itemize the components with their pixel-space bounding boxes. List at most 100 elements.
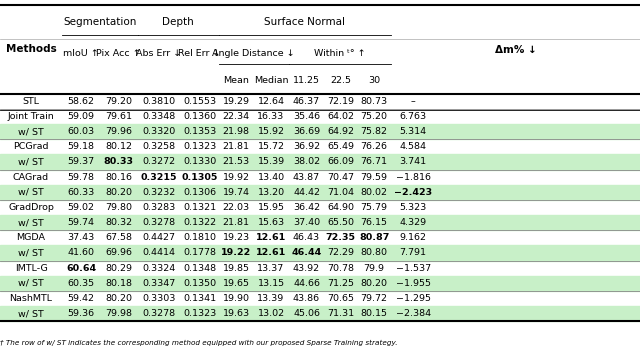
Text: 79.98: 79.98 [105,309,132,318]
Text: 11.25: 11.25 [293,76,320,85]
Text: 59.09: 59.09 [67,112,95,121]
Text: 0.3348: 0.3348 [143,112,175,121]
Text: Methods: Methods [6,45,56,54]
Text: 0.3283: 0.3283 [143,203,175,212]
Text: 72.29: 72.29 [327,249,355,257]
Text: 70.65: 70.65 [327,294,355,303]
Text: IMTL-G: IMTL-G [15,264,47,273]
Text: 80.16: 80.16 [105,173,132,181]
Text: 35.46: 35.46 [293,112,320,121]
Text: 16.33: 16.33 [257,112,285,121]
Bar [0,215,640,230]
Text: 65.49: 65.49 [327,142,355,151]
Text: 0.1350: 0.1350 [183,279,216,288]
Text: 76.15: 76.15 [360,218,388,227]
Text: 15.72: 15.72 [257,142,285,151]
Text: 46.37: 46.37 [293,97,320,106]
Text: 65.50: 65.50 [327,218,355,227]
Text: 37.40: 37.40 [293,218,320,227]
Text: 72.35: 72.35 [326,233,356,242]
Text: 0.1553: 0.1553 [183,97,216,106]
Text: w/ ST: w/ ST [18,127,44,136]
Text: 12.61: 12.61 [256,249,286,257]
Text: 58.62: 58.62 [67,97,95,106]
Text: 22.34: 22.34 [223,112,250,121]
Text: 67.58: 67.58 [105,233,132,242]
Text: 0.1330: 0.1330 [183,158,216,166]
Text: Rel Err ↓: Rel Err ↓ [179,48,221,58]
Text: 0.3303: 0.3303 [142,294,176,303]
Text: w/ ST: w/ ST [18,188,44,197]
Text: 59.78: 59.78 [67,173,95,181]
Text: 21.81: 21.81 [223,218,250,227]
Text: 60.64: 60.64 [66,264,96,273]
Text: w/ ST: w/ ST [18,309,44,318]
Text: –: – [411,97,415,106]
Text: 80.15: 80.15 [360,309,388,318]
Text: 64.92: 64.92 [327,127,355,136]
Text: 41.60: 41.60 [67,249,95,257]
Text: 43.87: 43.87 [293,173,320,181]
Text: 22.5: 22.5 [330,76,351,85]
Text: 9.162: 9.162 [399,233,427,242]
Bar [0,185,640,200]
Text: 12.64: 12.64 [257,97,285,106]
Text: 19.65: 19.65 [223,279,250,288]
Bar [0,154,640,170]
Text: 21.81: 21.81 [223,142,250,151]
Text: 3.741: 3.741 [399,158,427,166]
Text: 0.3278: 0.3278 [143,218,175,227]
Text: 13.39: 13.39 [257,294,285,303]
Text: 59.74: 59.74 [67,218,95,227]
Text: 0.1323: 0.1323 [183,142,216,151]
Text: Depth: Depth [163,17,194,27]
Text: 0.4414: 0.4414 [143,249,175,257]
Text: 21.53: 21.53 [223,158,250,166]
Text: 75.79: 75.79 [360,203,388,212]
Text: 80.33: 80.33 [104,158,134,166]
Bar [0,245,640,260]
Text: 44.42: 44.42 [293,188,320,197]
Text: 12.61: 12.61 [256,233,286,242]
Text: 60.03: 60.03 [67,127,95,136]
Text: 0.3272: 0.3272 [143,158,175,166]
Text: 4.329: 4.329 [399,218,427,227]
Text: 76.26: 76.26 [360,142,388,151]
Text: −2.384: −2.384 [396,309,431,318]
Text: Mean: Mean [223,76,249,85]
Text: 80.18: 80.18 [105,279,132,288]
Text: 70.78: 70.78 [327,264,355,273]
Text: 0.1323: 0.1323 [183,309,216,318]
Text: 19.90: 19.90 [223,294,250,303]
Text: w/ ST: w/ ST [18,249,44,257]
Text: NashMTL: NashMTL [10,294,52,303]
Text: 80.87: 80.87 [359,233,389,242]
Text: −2.423: −2.423 [394,188,432,197]
Text: 13.02: 13.02 [257,309,285,318]
Text: 76.71: 76.71 [360,158,388,166]
Text: 79.59: 79.59 [360,173,388,181]
Text: −1.537: −1.537 [396,264,431,273]
Text: 71.04: 71.04 [327,188,355,197]
Text: 0.1353: 0.1353 [183,127,216,136]
Text: −1.955: −1.955 [396,279,431,288]
Text: 0.3324: 0.3324 [143,264,175,273]
Text: 60.33: 60.33 [67,188,95,197]
Text: 0.1360: 0.1360 [183,112,216,121]
Text: 75.20: 75.20 [360,112,388,121]
Text: 80.29: 80.29 [105,264,132,273]
Text: 60.35: 60.35 [67,279,95,288]
Text: Pix Acc ↑: Pix Acc ↑ [97,48,141,58]
Text: 79.72: 79.72 [360,294,388,303]
Text: 79.61: 79.61 [105,112,132,121]
Text: 43.92: 43.92 [293,264,320,273]
Text: 0.1348: 0.1348 [183,264,216,273]
Text: 5.323: 5.323 [399,203,427,212]
Text: 0.3278: 0.3278 [143,309,175,318]
Text: 13.15: 13.15 [257,279,285,288]
Text: 13.37: 13.37 [257,264,285,273]
Text: 0.1810: 0.1810 [183,233,216,242]
Text: 0.3347: 0.3347 [143,279,175,288]
Text: 79.9: 79.9 [364,264,385,273]
Text: 79.20: 79.20 [105,97,132,106]
